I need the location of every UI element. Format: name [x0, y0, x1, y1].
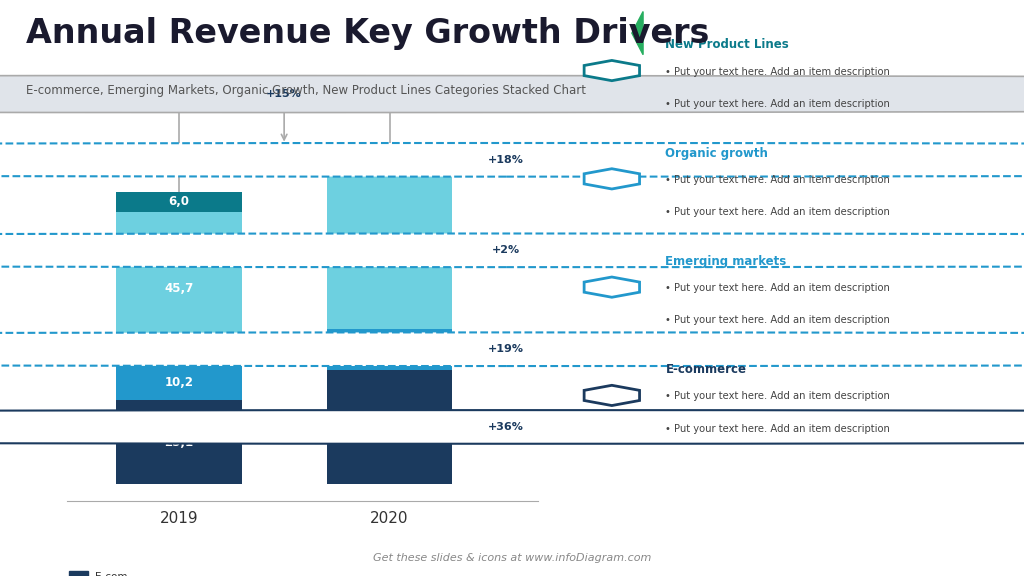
Text: Emerging markets: Emerging markets — [666, 255, 786, 268]
Text: E-com: E-com — [95, 572, 127, 576]
Circle shape — [0, 143, 1024, 177]
Text: • Put your text here. Add an item description: • Put your text here. Add an item descri… — [666, 207, 890, 217]
Text: 45,7: 45,7 — [164, 282, 194, 295]
Text: E-commerce, Emerging Markets, Organic Growth, New Product Lines Categories Stack: E-commerce, Emerging Markets, Organic Gr… — [26, 84, 586, 97]
Circle shape — [0, 410, 1024, 444]
Text: 6,0: 6,0 — [168, 195, 189, 208]
Text: 25,1: 25,1 — [164, 435, 194, 449]
Bar — [116, 192, 242, 212]
Bar — [116, 366, 242, 400]
Text: 46,7: 46,7 — [375, 244, 404, 257]
Polygon shape — [584, 277, 640, 297]
Bar — [327, 370, 453, 484]
Bar — [116, 400, 242, 484]
Text: • Put your text here. Add an item description: • Put your text here. Add an item descri… — [666, 66, 890, 77]
Text: 34,1: 34,1 — [375, 420, 404, 433]
Polygon shape — [584, 60, 640, 81]
Text: • Put your text here. Add an item description: • Put your text here. Add an item descri… — [666, 99, 890, 109]
Text: Get these slides & icons at www.infoDiagram.com: Get these slides & icons at www.infoDiag… — [373, 554, 651, 563]
Text: • Put your text here. Add an item description: • Put your text here. Add an item descri… — [666, 175, 890, 185]
Text: 12,1: 12,1 — [375, 343, 404, 356]
Polygon shape — [632, 12, 643, 55]
Bar — [69, 571, 88, 576]
Circle shape — [0, 332, 1024, 366]
Text: • Put your text here. Add an item description: • Put your text here. Add an item descri… — [666, 424, 890, 434]
Text: +19%: +19% — [488, 344, 524, 354]
Circle shape — [0, 233, 1024, 267]
Text: New Product Lines: New Product Lines — [666, 38, 790, 51]
Text: E-commerce: E-commerce — [666, 363, 746, 376]
Text: +36%: +36% — [488, 422, 524, 432]
Text: 7,1: 7,1 — [379, 153, 400, 166]
Bar — [327, 148, 453, 172]
Text: Editable data chart, Excel table: Editable data chart, Excel table — [720, 26, 940, 40]
Circle shape — [0, 75, 1024, 112]
Text: +18%: +18% — [488, 155, 524, 165]
Text: • Put your text here. Add an item description: • Put your text here. Add an item descri… — [666, 283, 890, 293]
Bar — [327, 172, 453, 329]
Polygon shape — [584, 385, 640, 406]
Text: +15%: +15% — [266, 89, 302, 99]
Bar — [116, 212, 242, 366]
Text: +2%: +2% — [493, 245, 520, 255]
Text: Organic growth: Organic growth — [666, 147, 768, 160]
Text: • Put your text here. Add an item description: • Put your text here. Add an item descri… — [666, 315, 890, 325]
Text: Annual Revenue Key Growth Drivers: Annual Revenue Key Growth Drivers — [26, 17, 709, 50]
Text: 10,2: 10,2 — [164, 376, 194, 389]
Text: • Put your text here. Add an item description: • Put your text here. Add an item descri… — [666, 392, 890, 401]
Polygon shape — [584, 169, 640, 189]
Bar — [327, 329, 453, 370]
